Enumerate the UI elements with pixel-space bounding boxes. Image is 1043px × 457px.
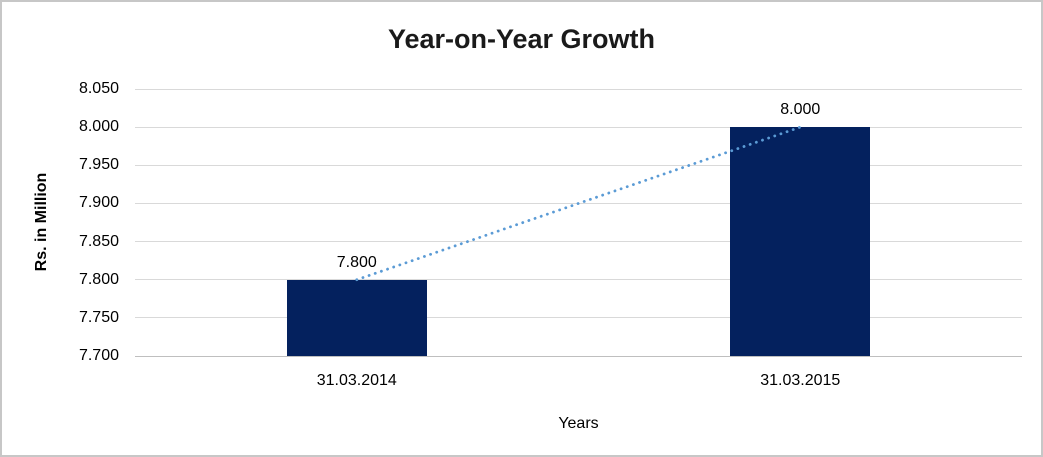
gridline <box>135 164 1022 166</box>
y-tick-label: 7.950 <box>78 156 119 174</box>
x-axis-line <box>135 355 1022 357</box>
gridline <box>135 241 1022 243</box>
y-tick-label: 7.750 <box>78 308 119 326</box>
chart-title: Year-on-Year Growth <box>387 24 656 54</box>
bar-31.03.2014[interactable] <box>286 279 427 356</box>
data-label: 7.800 <box>336 253 377 271</box>
x-tick-label: 31.03.2014 <box>316 372 397 389</box>
y-tick-label: 7.800 <box>78 270 119 288</box>
data-label: 8.000 <box>780 101 821 119</box>
y-tick-label: 8.000 <box>78 118 119 136</box>
x-axis-title: Years <box>558 415 599 432</box>
gridline <box>135 126 1022 128</box>
gridline <box>135 88 1022 90</box>
gridline <box>135 279 1022 281</box>
y-tick-label: 7.850 <box>78 232 119 250</box>
bar-31.03.2015[interactable] <box>730 127 871 356</box>
gridline <box>135 317 1022 319</box>
plot-area <box>135 88 1022 357</box>
y-axis-title: Rs. in Million <box>33 172 50 272</box>
trendline <box>355 125 802 282</box>
y-tick-label: 7.700 <box>78 347 119 364</box>
x-tick-label: 31.03.2015 <box>760 372 841 389</box>
y-tick-label: 7.900 <box>78 194 119 212</box>
y-tick-label: 8.050 <box>78 80 119 97</box>
